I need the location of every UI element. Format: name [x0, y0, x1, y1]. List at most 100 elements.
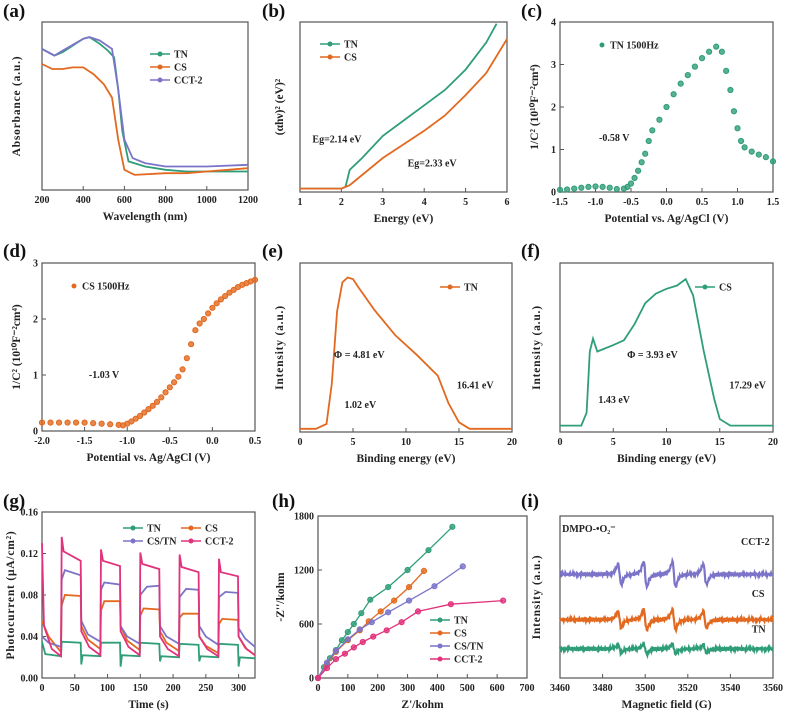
legend-entry: CCT-2 — [150, 76, 203, 87]
series-tn-point — [449, 523, 456, 530]
legend-marker — [130, 538, 136, 544]
legend-marker — [157, 77, 163, 83]
x-axis-label: Wavelength (nm) — [103, 211, 188, 223]
series-cs-1500hz-point — [200, 315, 207, 323]
series-tn-1500hz-point — [713, 43, 720, 50]
x-tick-label: 0 — [40, 683, 45, 694]
series-cct-2-point — [323, 665, 331, 672]
legend-entry: CS — [430, 629, 467, 640]
x-tick-label: 3 — [380, 197, 385, 208]
legend-label: CS 1500Hz — [82, 282, 130, 293]
x-axis-label: Potential vs. Ag/AgCl (V) — [605, 213, 729, 225]
panel-letter: (h) — [272, 491, 295, 512]
x-tick-label: 200 — [370, 683, 385, 694]
series-cs-point — [405, 584, 413, 591]
y-axis-label: Photocurrent (μA/cm²) — [5, 530, 17, 659]
series-tn-1500hz-point — [741, 144, 748, 151]
legend-marker — [188, 538, 194, 544]
x-tick-label: 2 — [339, 197, 344, 208]
series-tn-1500hz-point — [571, 185, 578, 192]
x-tick-label: 50 — [70, 683, 80, 694]
x-tick-label: 3540 — [720, 683, 740, 694]
y-tick-label: 3 — [33, 259, 38, 270]
series-tn-line — [300, 276, 512, 430]
y-axis-label: Absorbance (a.u.) — [11, 56, 23, 157]
series-cct-2 — [559, 556, 774, 591]
legend-entry: CS — [181, 524, 218, 535]
legend-label: CCT-2 — [205, 537, 234, 548]
y-tick-label: 1800 — [294, 512, 314, 523]
series-cs-1500hz-point — [47, 419, 54, 426]
x-tick-label: 10 — [662, 437, 672, 448]
legend-entry: CS — [320, 53, 357, 64]
x-tick-label: 1000 — [197, 195, 217, 206]
legend-entry: CCT-2 — [430, 655, 483, 666]
legend-marker — [327, 41, 333, 47]
x-axis-label: Binding energy (eV) — [617, 453, 716, 465]
series-cct-2-point — [359, 638, 366, 646]
x-tick-label: 3520 — [678, 683, 698, 694]
annotation: Φ = 3.93 eV — [627, 350, 678, 361]
y-tick-label: 0.04 — [21, 632, 39, 643]
x-tick-label: 200 — [166, 683, 181, 694]
series-cct-2-point — [447, 601, 454, 608]
annotation: Eg=2.14 eV — [312, 135, 362, 146]
panel-h: (h) 0 100 200 300 400 500 600 700 0 600 1200 1800 Z'/… — [272, 491, 535, 711]
y-tick-label: 3 — [551, 60, 556, 71]
legend-marker — [599, 42, 605, 48]
annotation: 1.43 eV — [598, 395, 630, 406]
series-cs-1500hz-point — [213, 300, 220, 307]
legend-label: CCT-2 — [174, 76, 203, 87]
legend-label: TN 1500Hz — [610, 41, 659, 52]
series-cs-point — [420, 567, 428, 575]
x-tick-label: 250 — [198, 683, 213, 694]
legend-entry: TN — [430, 616, 469, 627]
panel-e: (e) 0 5 10 15 20 Binding energy (eV) Intensity … — [262, 241, 517, 465]
legend-marker — [437, 617, 443, 623]
series-tn-line — [317, 526, 453, 679]
series-tn-1500hz-point — [592, 183, 599, 190]
legend-label: CS — [344, 53, 357, 64]
series-tn-point — [338, 637, 345, 644]
series-cs-line — [317, 570, 425, 679]
series-tn-1500hz-point — [737, 137, 745, 145]
x-tick-label: 100 — [100, 683, 115, 694]
y-tick-label: 2 — [551, 103, 556, 114]
series-tn-1500hz-point — [578, 184, 585, 191]
series-tn-line — [41, 36, 248, 173]
x-tick-label: -0.5 — [162, 436, 178, 447]
series-tn-1500hz-point — [649, 127, 656, 134]
series-tn-1500hz-point — [564, 186, 571, 193]
series-cct-2-line — [41, 536, 256, 659]
series-cs-1500hz-point — [179, 366, 186, 373]
series-tn-point — [344, 629, 351, 636]
x-tick-label: 20 — [768, 437, 778, 448]
panel-g: (g) 0 50 100 150 200 250 300 0.00 0.04 0.08 0.12 0.1… — [3, 491, 256, 711]
series-cs-1500hz-point — [175, 373, 182, 380]
series-cs-1500hz-point — [170, 379, 178, 386]
panel-i: (i) 3460 3480 3500 3520 3540 3560 Magnetic fiel… — [521, 491, 783, 711]
series-cs-1500hz-point — [196, 320, 203, 327]
series-tn — [558, 641, 775, 660]
y-tick-label: 1 — [551, 145, 556, 156]
legend-entry: TN — [320, 40, 359, 51]
x-tick-label: 0.5 — [249, 436, 262, 447]
x-tick-label: 0 — [558, 437, 563, 448]
annotation: Φ = 4.81 eV — [334, 350, 385, 361]
legend-label: TN — [147, 524, 162, 535]
panel-letter: (c) — [521, 1, 542, 22]
series-cs-1500hz-point — [153, 398, 161, 405]
panel-letter: (g) — [3, 491, 25, 512]
annotation: 17.29 eV — [729, 381, 766, 392]
series-cs-1500hz-point — [55, 419, 63, 426]
legend-marker — [130, 525, 136, 531]
series-cs-1500hz-point — [107, 421, 114, 428]
legend-entry: CS — [695, 283, 732, 294]
series-tn-1500hz-point — [613, 185, 620, 193]
series-cs-line — [41, 594, 256, 656]
x-axis-label: Binding energy (eV) — [356, 453, 455, 465]
y-axis-label: Intensity (a.u.) — [274, 305, 286, 390]
x-tick-label: 3500 — [635, 683, 655, 694]
series-cs-1500hz-point — [188, 341, 195, 348]
x-tick-label: 0.0 — [660, 197, 673, 208]
